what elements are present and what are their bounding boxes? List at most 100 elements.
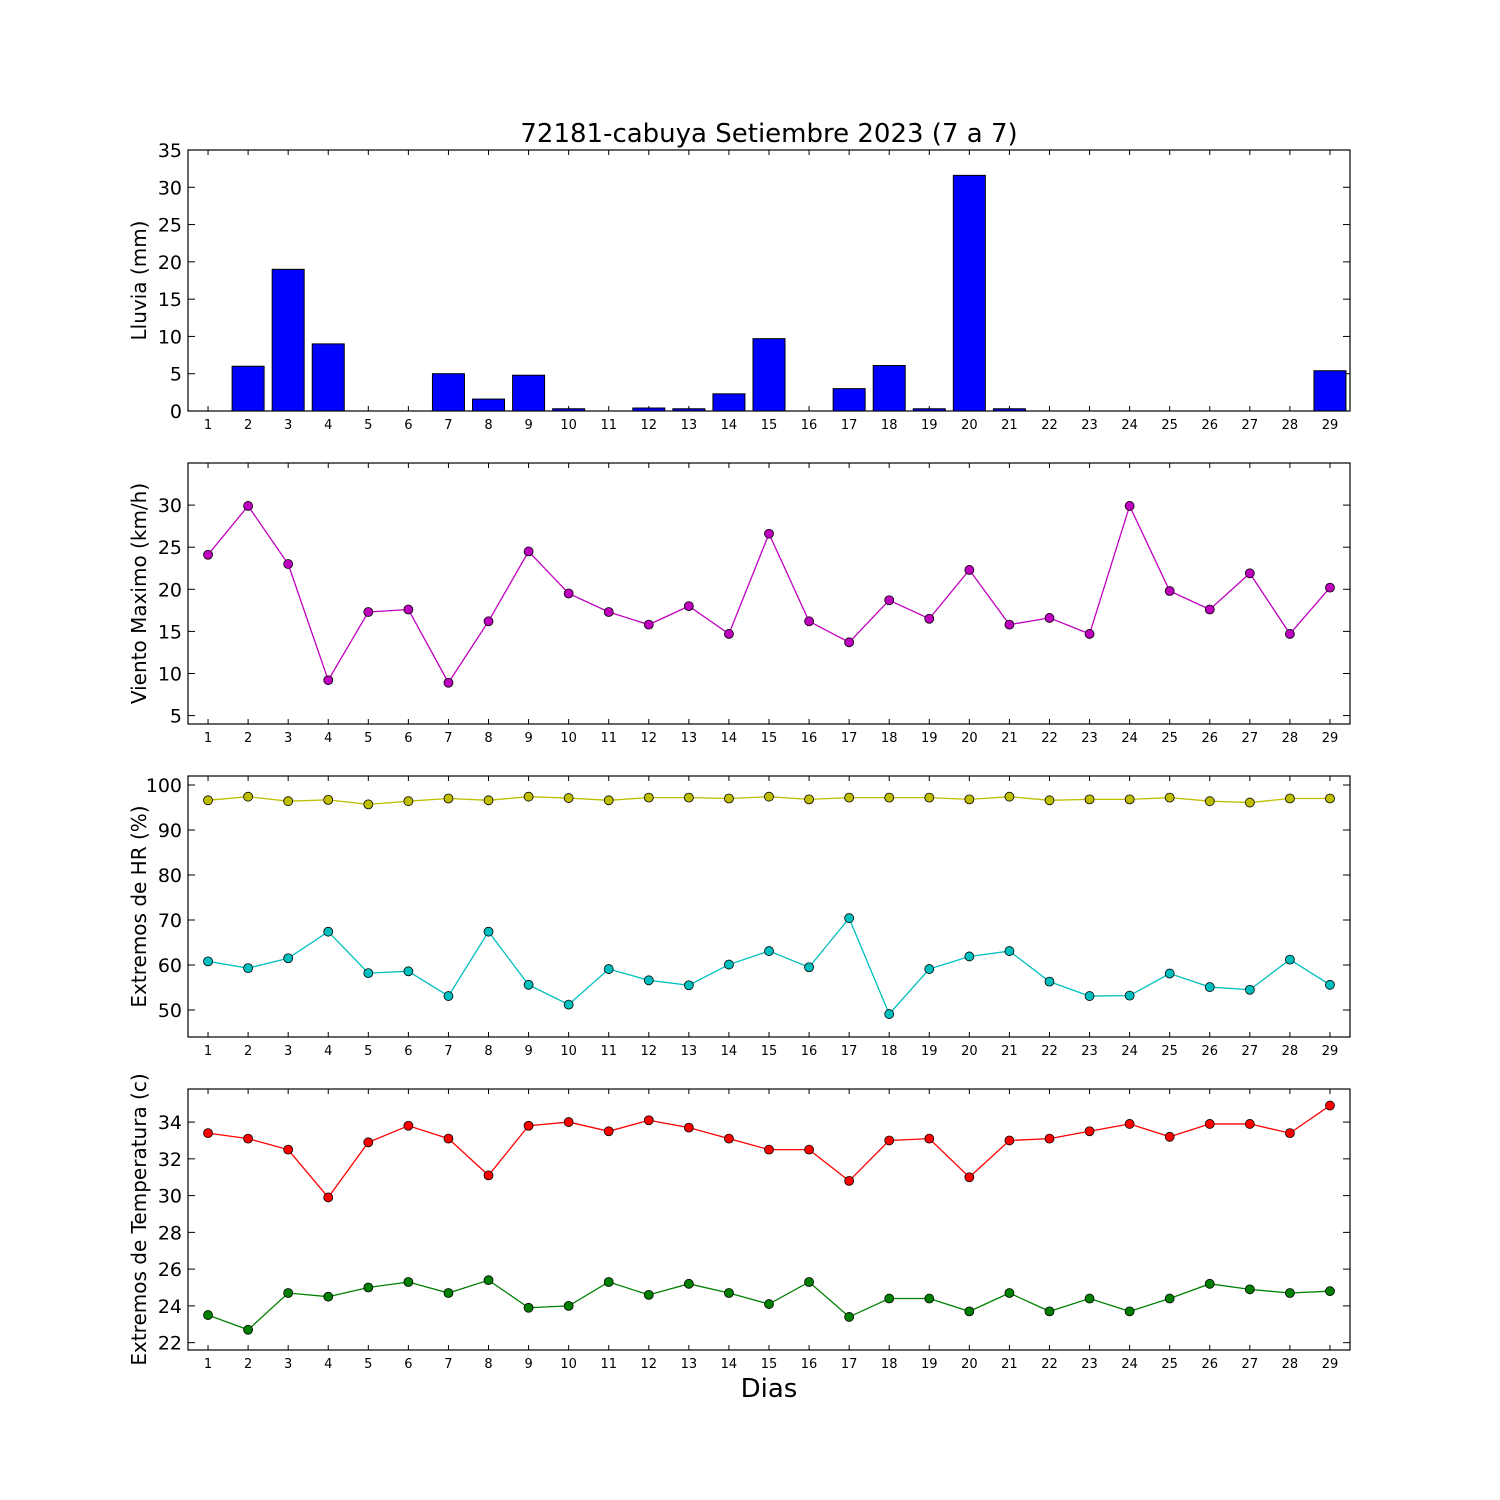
x-tick-label: 27 [1242,418,1259,433]
x-tick-label: 6 [404,418,412,433]
y-tick-label: 60 [158,955,182,977]
x-tick-label: 12 [641,731,658,746]
data-point [243,1133,254,1144]
data-point [1325,793,1335,804]
x-tick-label: 15 [761,418,778,433]
x-tick-label: 4 [324,731,332,746]
data-point [884,1135,895,1146]
figure-title: 72181-cabuya Setiembre 2023 (7 a 7) [520,119,1017,149]
data-point [1244,797,1255,808]
x-tick-label: 11 [600,1044,617,1059]
data-point [323,794,334,805]
x-tick-label: 8 [484,1044,492,1059]
data-point [1164,968,1175,979]
x-tick-label: 28 [1282,1044,1299,1059]
x-tick-label: 28 [1282,1357,1299,1372]
data-point [764,528,774,539]
data-point [844,1176,855,1186]
data-point [603,964,614,974]
data-point [1284,954,1295,965]
x-tick-label: 24 [1121,418,1138,433]
y-tick-label: 5 [170,706,182,728]
data-point [804,616,814,627]
y-tick-label: 34 [158,1112,182,1134]
data-point [724,959,734,970]
y-tick-label: 35 [158,140,182,162]
data-point [403,604,414,615]
data-point [563,1300,574,1311]
data-point [483,926,494,937]
data-point [203,1128,213,1139]
data-point [1084,1126,1095,1137]
data-point [764,1144,774,1155]
x-tick-label: 10 [560,1357,577,1372]
data-point [643,975,654,986]
y-tick-label: 20 [158,579,182,601]
x-tick-label: 3 [284,1357,292,1372]
x-tick-label: 20 [961,418,978,433]
x-tick-label: 12 [641,1357,658,1372]
data-point [924,613,935,624]
data-point [804,1277,814,1287]
data-point [563,999,574,1010]
bar [632,407,666,412]
data-point [443,1133,454,1144]
x-tick-label: 9 [524,418,532,433]
data-point [1244,1284,1255,1295]
x-tick-label: 29 [1322,731,1339,746]
data-point [1124,1306,1135,1317]
x-tick-label: 14 [721,1044,738,1059]
x-tick-label: 7 [444,1357,452,1372]
x-tick-label: 19 [921,1357,938,1372]
x-tick-label: 10 [560,1044,577,1059]
data-point [924,1133,935,1144]
data-point [1124,501,1135,511]
x-tick-label: 20 [961,731,978,746]
x-tick-label: 1 [204,1357,212,1372]
data-point [1164,586,1175,596]
y-tick-label: 0 [170,401,182,423]
y-tick-label: 10 [158,663,182,685]
x-tick-label: 17 [841,731,858,746]
data-point [1124,794,1135,805]
data-point [724,1133,734,1144]
y-tick-label: 5 [170,364,182,386]
x-tick-label: 23 [1081,418,1098,433]
x-tick-label: 6 [404,1357,412,1372]
data-point [1204,796,1215,807]
x-tick-label: 28 [1282,418,1299,433]
data-point [243,1324,254,1335]
x-tick-label: 11 [600,731,617,746]
data-point [363,799,374,810]
data-point [844,637,855,648]
y-tick-label: 100 [146,775,182,797]
x-tick-label: 26 [1201,1044,1218,1059]
x-tick-label: 13 [681,1044,698,1059]
data-point [1204,982,1215,992]
x-tick-label: 5 [364,418,372,433]
x-tick-label: 21 [1001,1357,1018,1372]
x-tick-label: 17 [841,1357,858,1372]
y-tick-label: 25 [158,215,182,237]
x-tick-label: 23 [1081,1044,1098,1059]
data-point [964,565,975,575]
y-tick-label: 25 [158,537,182,559]
bar [472,398,506,412]
data-point [1204,1278,1215,1289]
x-tick-label: 28 [1282,731,1299,746]
x-tick-label: 18 [881,731,898,746]
x-axis-label: Dias [741,1374,798,1404]
data-point [1164,1131,1175,1142]
x-tick-label: 14 [721,731,738,746]
data-point [323,926,334,937]
x-tick-label: 8 [484,418,492,433]
y-tick-label: 20 [158,252,182,274]
data-point [804,1144,814,1155]
data-point [1244,568,1255,579]
data-point [603,1126,614,1137]
x-tick-label: 14 [721,1357,738,1372]
x-tick-label: 25 [1161,1357,1178,1372]
